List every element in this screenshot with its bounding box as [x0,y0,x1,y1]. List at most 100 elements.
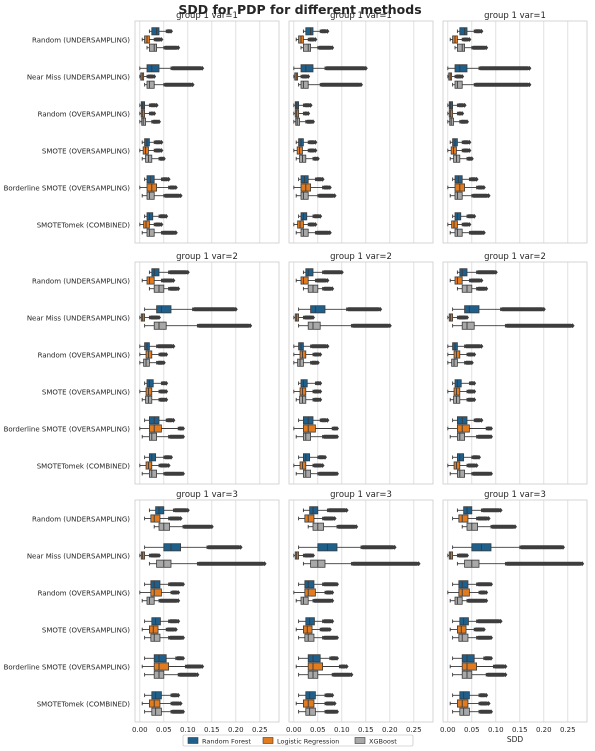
box-logistic-regression [295,625,332,634]
panel-frame [134,261,280,485]
outlier-marker [335,426,339,431]
iqr-box [456,625,467,634]
panel-title: group 1 var=3 [330,490,392,500]
panel-background [443,262,587,484]
box-xgboost [141,191,183,200]
panel-frame [134,20,280,244]
iqr-box [146,379,154,388]
iqr-box [454,228,463,237]
box-random-forest [144,691,181,700]
box-xgboost [302,559,421,568]
method-tick-label: Borderline SMOTE (OVERSAMPLING) [4,664,131,672]
iqr-box [151,691,162,700]
iqr-box [302,625,313,634]
outlier-marker [318,380,323,386]
iqr-box [456,424,470,433]
outlier-marker [484,590,489,595]
box-xgboost [295,395,323,404]
outlier-marker [332,193,337,199]
legend-swatch [262,737,274,744]
outlier-marker [185,269,190,275]
iqr-box [454,212,462,221]
box-xgboost [447,117,469,126]
x-tick-label: 0.20 [536,726,552,734]
method-tick-label: SMOTE (OVERSAMPLING) [42,627,130,635]
iqr-box [150,588,162,597]
iqr-box [454,379,462,388]
outlier-marker [479,343,484,349]
method-tick-label: Near Miss (UNDERSAMPLING) [27,74,130,82]
box-xgboost [298,670,354,679]
panel [442,20,588,244]
outlier-marker [327,627,332,632]
outlier-marker [486,516,491,521]
box-random-forest [144,416,176,425]
outlier-marker [541,306,546,312]
panel-title: group 1 var=2 [176,252,238,262]
box-random-forest [452,175,479,184]
outlier-marker [498,618,503,624]
outlier-marker [306,111,311,116]
iqr-box [297,358,304,367]
iqr-box [150,633,161,642]
iqr-box [297,220,304,229]
panel-frame [288,261,434,485]
outlier-marker [472,397,477,403]
panel-background [289,500,433,722]
outlier-marker [467,148,472,153]
iqr-box [456,469,465,478]
outlier-marker [320,176,325,182]
box-logistic-regression [144,514,183,523]
outlier-marker [209,524,214,530]
outlier-marker [173,230,178,236]
iqr-box [300,64,314,73]
box-xgboost [141,432,185,441]
method-tick-label: Random (UNDERSAMPLING) [32,516,130,524]
outlier-marker [469,360,474,366]
box-xgboost [298,321,392,330]
box-xgboost [449,596,489,605]
box-random-forest [293,342,330,351]
box-logistic-regression [447,387,477,396]
box-xgboost [146,43,181,52]
iqr-box [148,453,157,462]
x-tick-label: 0.25 [252,726,268,734]
iqr-box [307,321,321,330]
iqr-box [307,654,321,663]
box-xgboost [148,559,267,568]
panel-title: group 1 var=1 [484,11,546,21]
outlier-marker [169,454,173,460]
box-logistic-regression [295,699,337,708]
outlier-marker [311,553,315,558]
box-xgboost [139,358,166,367]
outlier-marker [460,74,465,79]
outlier-marker [181,434,185,440]
outlier-marker [363,65,368,71]
outlier-marker [484,598,489,604]
iqr-box [146,276,155,285]
box-random-forest [452,580,493,589]
box-random-forest [295,138,318,147]
iqr-box [454,276,463,285]
outlier-marker [164,380,169,386]
outlier-marker [335,471,339,477]
outlier-marker [318,389,323,394]
outlier-marker [181,581,185,587]
outlier-marker [498,507,503,513]
iqr-box [466,522,478,531]
box-random-forest [298,691,335,700]
outlier-marker [493,269,498,275]
outlier-marker [315,360,320,366]
outlier-marker [262,561,267,567]
outlier-marker [166,463,171,468]
iqr-box [302,43,311,52]
outlier-marker [489,709,493,715]
outlier-marker [349,672,354,678]
outlier-marker [181,471,185,477]
box-random-forest [144,543,243,552]
iqr-box [461,321,475,330]
iqr-box [312,522,324,531]
box-random-forest [148,506,190,515]
outlier-marker [325,343,330,349]
